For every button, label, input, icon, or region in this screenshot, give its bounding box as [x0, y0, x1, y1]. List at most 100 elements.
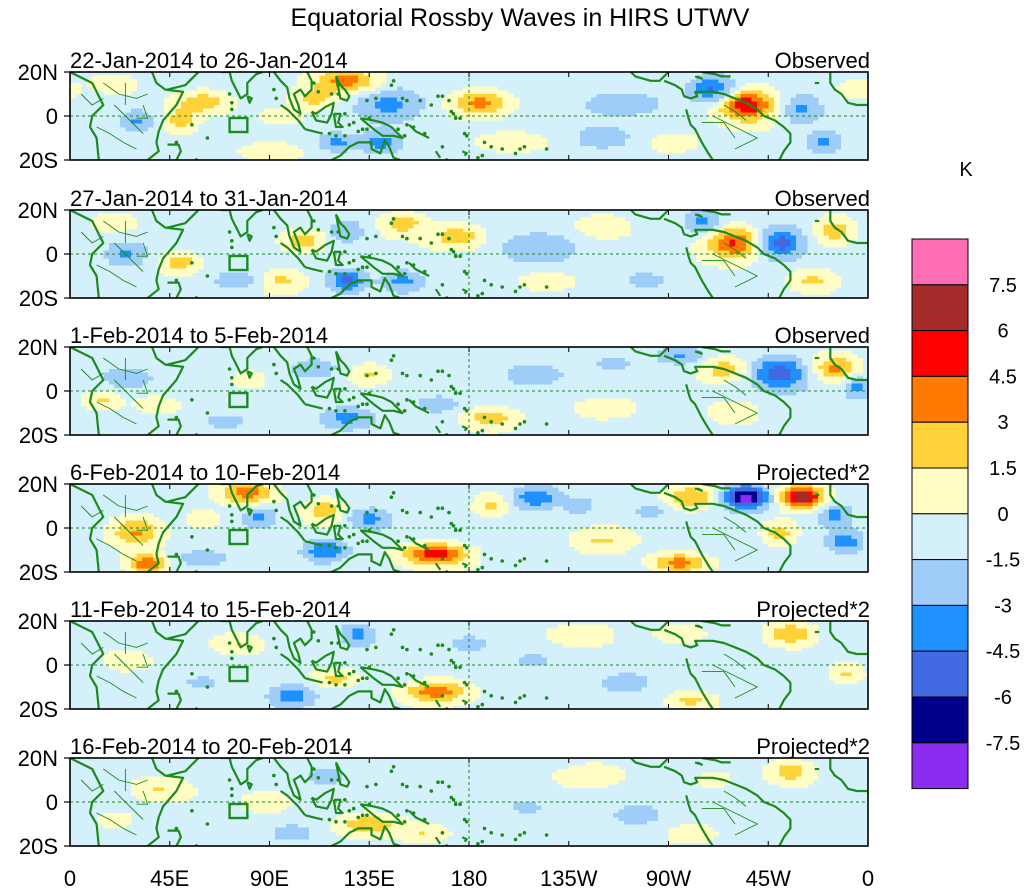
island [365, 127, 369, 131]
island [440, 506, 445, 511]
anomaly-cell [829, 668, 864, 673]
coastline [694, 624, 703, 629]
anomaly-cell [718, 495, 725, 500]
anomaly-cell [668, 568, 692, 572]
island [360, 127, 365, 131]
anomaly-cell [618, 809, 659, 814]
anomaly-cell [92, 221, 138, 226]
coastline [663, 354, 792, 435]
anomaly-cell [823, 369, 830, 374]
anomaly-cell [784, 535, 797, 540]
anomaly-cell [590, 524, 620, 529]
island [336, 641, 341, 645]
anomaly-cell [773, 243, 792, 248]
anomaly-cell [818, 498, 825, 503]
coastline [694, 350, 703, 355]
anomaly-cell [768, 369, 792, 374]
anomaly-cell [657, 149, 686, 154]
coastline [273, 210, 313, 253]
island [440, 643, 445, 647]
anomaly-cell [773, 108, 780, 113]
anomaly-cell [768, 254, 803, 259]
island [440, 232, 445, 236]
coastline [332, 250, 344, 267]
island [449, 109, 454, 114]
anomaly-cell [712, 369, 736, 374]
island [518, 147, 522, 151]
lat-label: 0 [46, 653, 58, 678]
lat-label: 20S [19, 560, 58, 585]
border-line [712, 390, 759, 425]
anomaly-cell [108, 542, 165, 547]
anomaly-cell [463, 94, 498, 99]
island [462, 680, 467, 685]
island [351, 395, 356, 400]
anomaly-cell [557, 780, 620, 785]
anomaly-cell [352, 520, 365, 525]
anomaly-cell [779, 235, 786, 240]
anomaly-cell [707, 108, 719, 113]
border-line [723, 653, 747, 670]
anomaly-cell [518, 276, 575, 281]
anomaly-cell [319, 413, 337, 418]
anomaly-cell [319, 101, 337, 106]
island [367, 665, 372, 669]
anomaly-cell [352, 369, 393, 374]
island [274, 234, 279, 239]
coastline [167, 758, 200, 777]
anomaly-cell [114, 531, 132, 536]
coastline [70, 347, 105, 435]
anomaly-cell [241, 794, 287, 799]
anomaly-cell [762, 228, 803, 233]
coastline [146, 347, 185, 435]
anomaly-cell [818, 517, 830, 522]
anomaly-cell [391, 687, 409, 692]
anomaly-cell [762, 776, 786, 781]
island [518, 559, 522, 563]
anomaly-cell [513, 805, 542, 810]
border-line [113, 242, 144, 272]
island [451, 798, 456, 802]
anomaly-cell [840, 365, 852, 370]
anomaly-cell [507, 376, 559, 381]
anomaly-cell [130, 783, 193, 788]
anomaly-cell [668, 835, 714, 840]
reference-box [228, 391, 249, 409]
anomaly-cell [457, 101, 470, 106]
border-line [103, 768, 148, 785]
anomaly-cell [352, 420, 376, 425]
anomaly-cell [97, 816, 132, 821]
anomaly-cell [701, 380, 731, 385]
anomaly-cell [341, 276, 354, 281]
island [411, 537, 416, 541]
coastline [359, 255, 404, 278]
anomaly-cell [247, 524, 271, 529]
coastline [146, 210, 185, 298]
anomaly-cell [164, 105, 182, 110]
anomaly-cell [679, 502, 697, 507]
anomaly-cell [474, 509, 509, 514]
island [458, 665, 462, 669]
anomaly-cell [291, 90, 309, 95]
anomaly-cell [640, 513, 659, 518]
panel-field [70, 484, 868, 572]
anomaly-cell [668, 694, 719, 699]
anomaly-cell [130, 108, 143, 113]
anomaly-cell [358, 272, 370, 277]
anomaly-cell [674, 495, 708, 500]
anomaly-cell [690, 246, 708, 251]
anomaly-cell [103, 824, 127, 829]
anomaly-cell [723, 101, 731, 106]
anomaly-cell [729, 239, 736, 244]
anomaly-cell [729, 495, 736, 500]
anomaly-cell [153, 787, 165, 792]
anomaly-cell [280, 694, 304, 699]
anomaly-cell [70, 90, 82, 95]
island [518, 833, 522, 837]
panel-field [70, 210, 868, 298]
island [389, 495, 394, 500]
anomaly-cell [119, 668, 132, 673]
anomaly-cell [352, 513, 365, 518]
coastline [304, 266, 323, 273]
anomaly-cell [313, 509, 337, 514]
